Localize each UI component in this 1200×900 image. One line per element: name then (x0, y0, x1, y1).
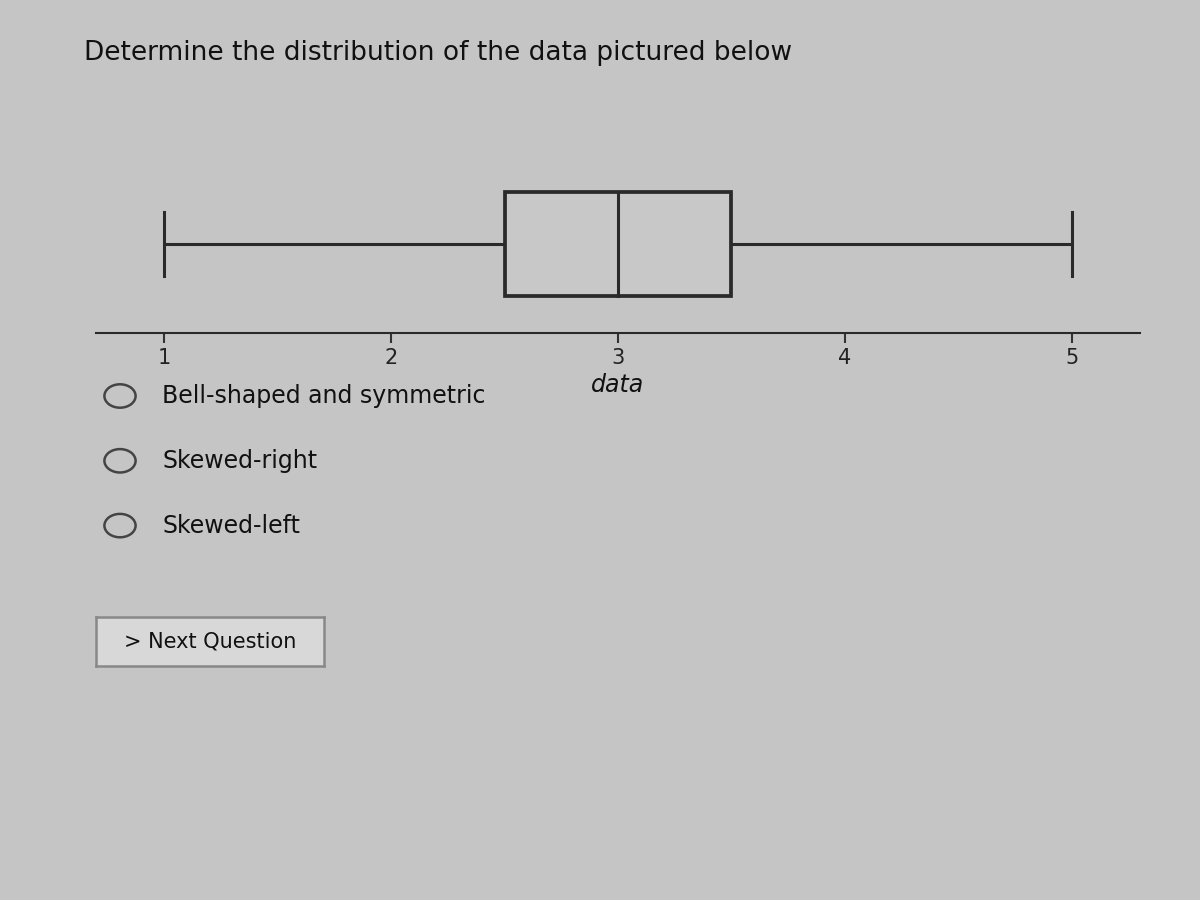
Text: Bell-shaped and symmetric: Bell-shaped and symmetric (162, 384, 486, 408)
Text: Skewed-left: Skewed-left (162, 514, 300, 537)
Text: > Next Question: > Next Question (124, 631, 296, 652)
Bar (504, 192, 732, 296)
Text: Determine the distribution of the data pictured below: Determine the distribution of the data p… (84, 40, 792, 67)
X-axis label: data: data (592, 374, 644, 397)
Text: Skewed-right: Skewed-right (162, 449, 317, 473)
